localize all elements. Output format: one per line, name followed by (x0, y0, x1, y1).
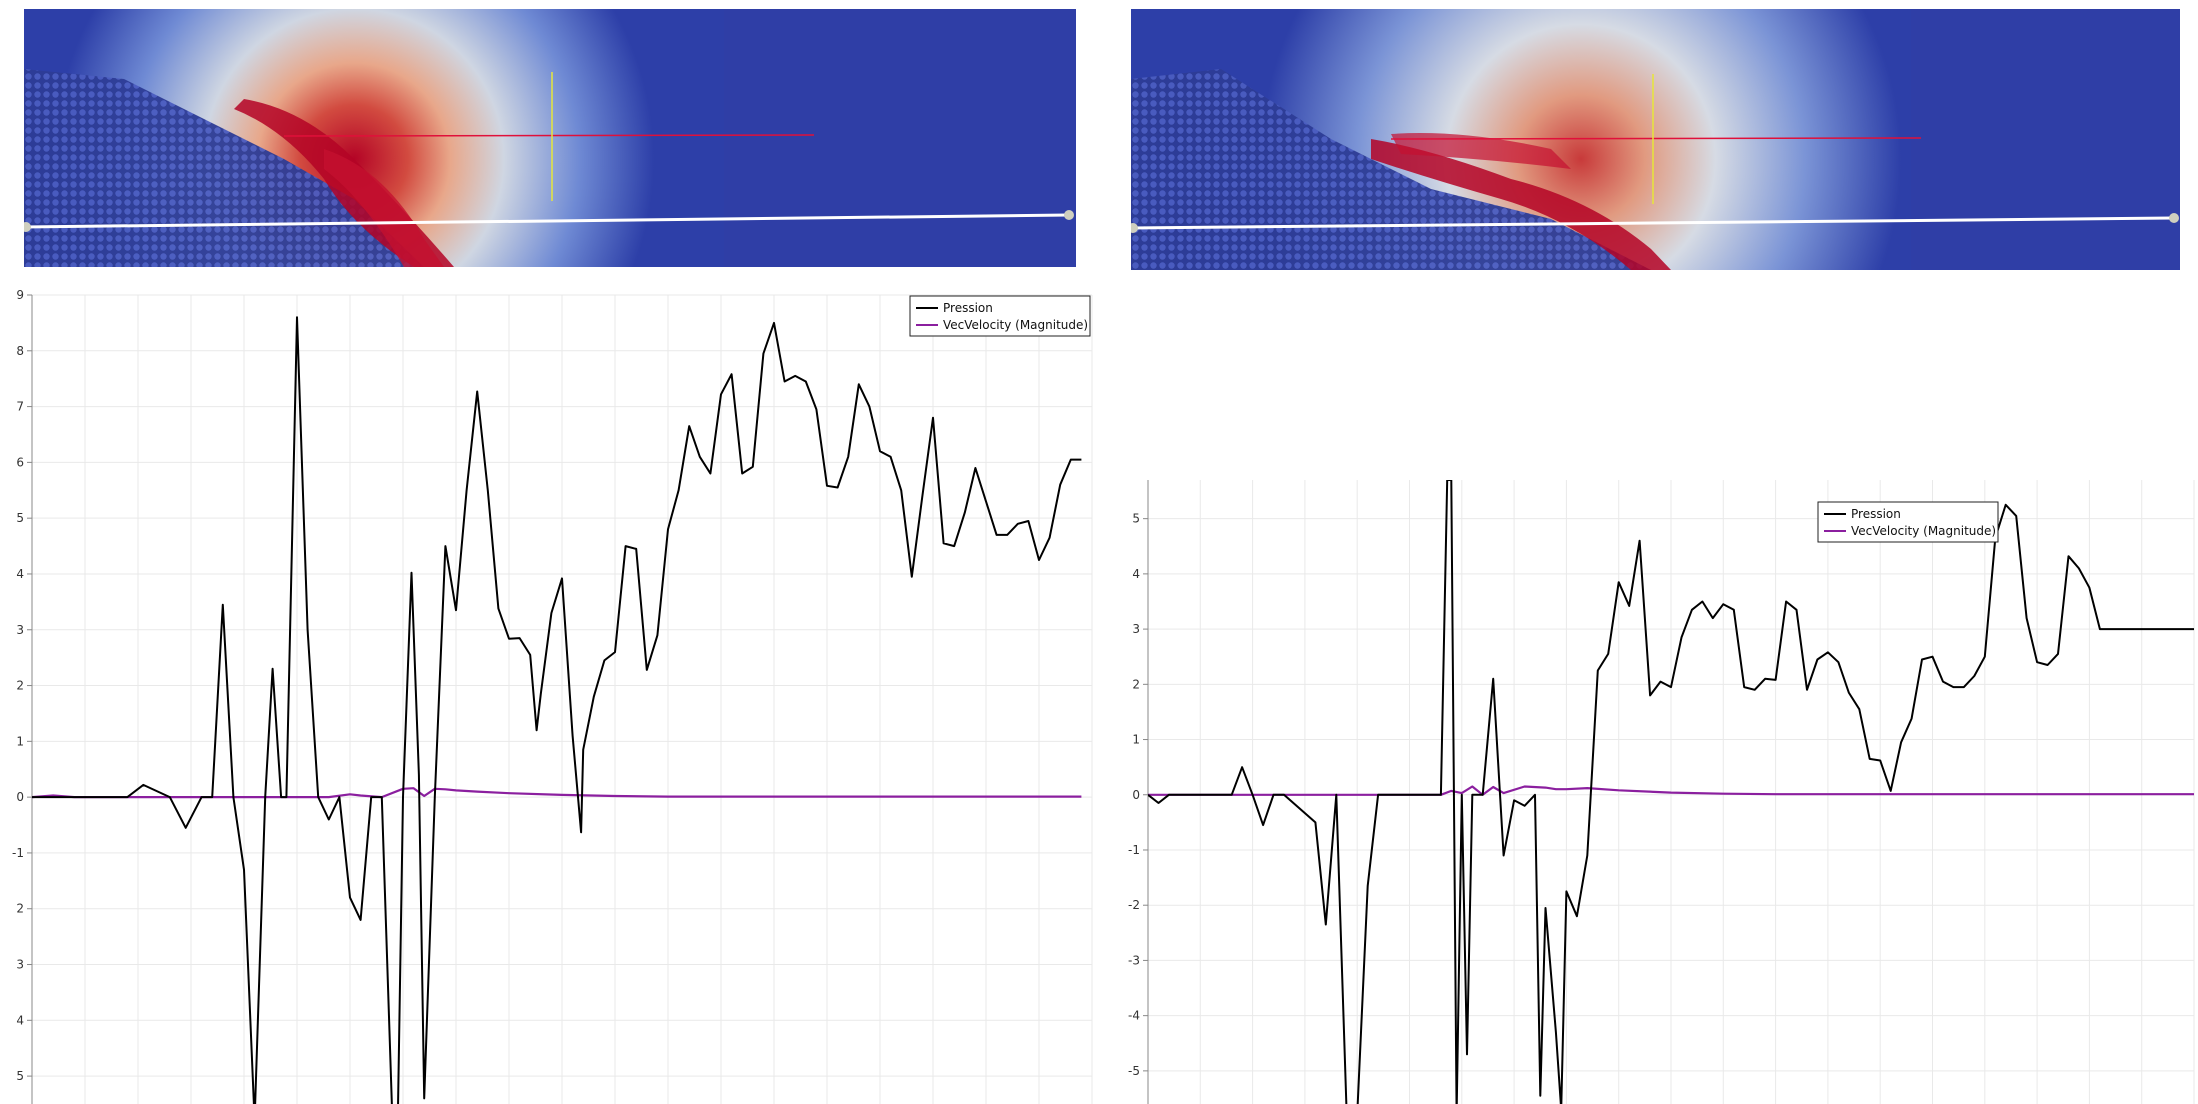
right-legend: Pression VecVelocity (Magnitude) (1817, 501, 1999, 543)
sim-view-right (1131, 9, 2180, 270)
left-ytick-label: 4 (16, 1013, 24, 1027)
right-ytick-label: 4 (1132, 567, 1140, 581)
left-ytick-label: 5 (16, 511, 24, 525)
left-legend-label: VecVelocity (Magnitude) (943, 318, 1088, 332)
right-legend-label: Pression (1851, 507, 1901, 521)
right-ytick-label: 2 (1132, 677, 1140, 691)
right-ytick-label: -5 (1128, 1064, 1140, 1078)
right-ytick-label: -2 (1128, 898, 1140, 912)
left-ytick-label: 1 (16, 734, 24, 748)
sim-field-left (24, 9, 1076, 267)
line-chart-left: 9 8 7 6 5 4 3 2 1 0 -1 2 3 4 5 Pression VecVelocity (Mag… (12, 288, 1093, 1104)
left-series-velocity-line (32, 787, 1082, 799)
right-ytick-label: 3 (1132, 622, 1140, 636)
left-ytick-label: 3 (16, 958, 24, 972)
sim-view-left (24, 9, 1076, 267)
left-ytick-label: -1 (12, 846, 24, 860)
left-ytick-label: 8 (16, 344, 24, 358)
left-ytick-label: 4 (16, 567, 24, 581)
left-ytick-label: 2 (16, 679, 24, 693)
left-series-pression-line (32, 316, 1082, 1104)
right-legend-label: VecVelocity (Magnitude) (1851, 524, 1996, 538)
left-grid (32, 294, 1093, 1104)
right-ytick-label: -1 (1128, 843, 1140, 857)
right-legend-box (1817, 501, 1999, 543)
left-ytick-label: 3 (16, 623, 24, 637)
right-ytick-label: -4 (1128, 1009, 1140, 1023)
left-ytick-label: 7 (16, 400, 24, 414)
line-chart-right: 5 4 3 2 1 0 -1 -2 -3 -4 -5 Pression VecVelocity (Mag… (1128, 480, 2195, 1104)
right-ytick-label: 0 (1132, 788, 1140, 802)
right-ytick-label: -3 (1128, 953, 1140, 967)
left-legend: Pression VecVelocity (Magnitude) (909, 295, 1091, 337)
sim-field-right (1131, 9, 2180, 270)
right-ytick-label: 1 (1132, 733, 1140, 747)
left-legend-label: Pression (943, 301, 993, 315)
left-ytick-label: 0 (16, 790, 24, 804)
right-series-pression-line (1148, 480, 2194, 1104)
left-ytick-label: 9 (16, 288, 24, 302)
left-ytick-label: 6 (16, 455, 24, 469)
left-legend-box (909, 295, 1091, 337)
right-ytick-label: 5 (1132, 512, 1140, 526)
right-series-velocity-line (1148, 785, 2194, 796)
left-ytick-label: 5 (16, 1069, 24, 1083)
left-ytick-label: 2 (16, 902, 24, 916)
